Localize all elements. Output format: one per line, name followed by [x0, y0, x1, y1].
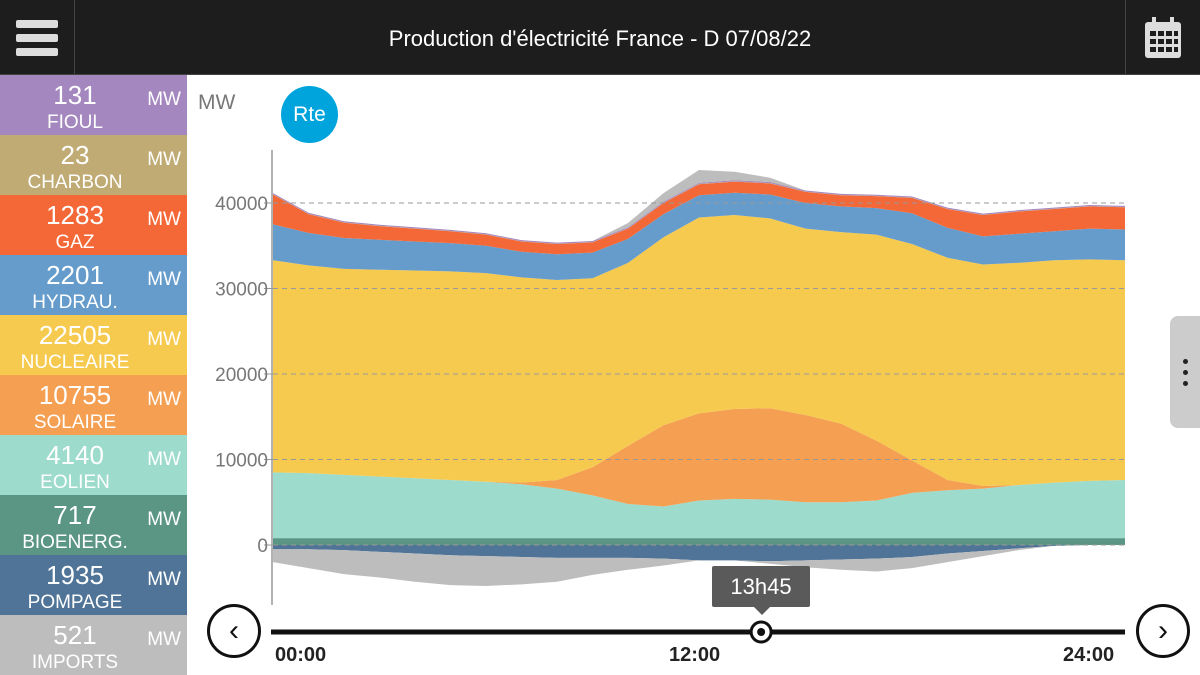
more-dots-icon	[1182, 358, 1188, 364]
source-label: SOLAIRE	[33, 412, 117, 433]
next-day-button[interactable]: ›	[1136, 604, 1190, 658]
source-unit: MW	[147, 209, 181, 230]
source-label: POMPAGE	[27, 592, 123, 613]
source-value: 1283	[46, 200, 104, 230]
source-tile-hydrau[interactable]: 2201 MW HYDRAU.	[0, 255, 187, 315]
source-unit: MW	[147, 629, 181, 650]
source-label: IMPORTS	[31, 652, 119, 673]
calendar-button[interactable]	[1125, 0, 1200, 75]
chevron-left-icon: ‹	[229, 614, 239, 647]
source-value: 22505	[38, 320, 112, 350]
source-unit: MW	[147, 269, 181, 290]
timeline-handle-dot	[757, 628, 766, 636]
x-tick-label: 24:00	[1063, 644, 1115, 666]
cursor-time-tooltip: 13h45	[712, 566, 810, 615]
source-unit: MW	[147, 329, 181, 350]
source-tile-fioul[interactable]: 131 MW FIOUL	[0, 75, 187, 135]
source-unit: MW	[147, 449, 181, 470]
source-unit: MW	[147, 569, 181, 590]
top-bar: Production d'électricité France - D 07/0…	[0, 0, 1200, 75]
y-tick-label: 20000	[215, 365, 268, 386]
page-title: Production d'électricité France - D 07/0…	[388, 26, 812, 51]
source-label: CHARBON	[27, 172, 123, 193]
area-negative-pompage	[273, 545, 1125, 562]
source-tile-bioenerg[interactable]: 717 MW BIOENERG.	[0, 495, 187, 555]
area-gaz	[273, 181, 1125, 255]
source-label: NUCLEAIRE	[20, 352, 130, 373]
chevron-right-icon: ›	[1158, 614, 1168, 647]
source-value: 23	[60, 140, 90, 170]
x-tick-label: 12:00	[669, 644, 721, 666]
y-tick-label: 30000	[215, 280, 268, 301]
y-tick-label: 0	[257, 536, 268, 557]
energy-sources-list: 131 MW FIOUL 23 MW CHARBON 1283 MW GAZ 2201 MW HYDR…	[0, 75, 187, 675]
source-tile-imports[interactable]: 521 MW IMPORTS	[0, 615, 187, 675]
menu-button[interactable]	[0, 0, 75, 75]
source-tile-eolien[interactable]: 4140 MW EOLIEN	[0, 435, 187, 495]
rte-logo: Rte	[281, 86, 338, 143]
source-label: GAZ	[55, 232, 95, 253]
source-value: 1935	[46, 560, 104, 590]
x-tick-label: 00:00	[275, 644, 327, 666]
source-value: 131	[53, 80, 97, 110]
side-drawer-handle[interactable]	[1170, 316, 1200, 428]
source-unit: MW	[147, 509, 181, 530]
y-tick-label: 40000	[215, 194, 268, 215]
y-tick-label: 10000	[215, 451, 268, 472]
source-label: BIOENERG.	[22, 532, 128, 553]
area-bioenerg	[273, 538, 1125, 545]
source-tile-solaire[interactable]: 10755 MW SOLAIRE	[0, 375, 187, 435]
calendar-icon	[1145, 16, 1181, 58]
source-label: HYDRAU.	[32, 292, 118, 313]
previous-day-button[interactable]: ‹	[207, 604, 261, 658]
source-value: 4140	[46, 440, 104, 470]
source-label: EOLIEN	[40, 472, 110, 493]
source-unit: MW	[147, 389, 181, 410]
area-negative-imports	[273, 545, 1125, 587]
source-label: FIOUL	[47, 112, 103, 133]
area-nucleaire	[273, 214, 1125, 487]
source-value: 521	[53, 620, 97, 650]
area-eolien	[273, 472, 1125, 539]
hamburger-icon	[16, 19, 58, 28]
source-value: 717	[53, 500, 97, 530]
source-unit: MW	[147, 89, 181, 110]
source-tile-gaz[interactable]: 1283 MW GAZ	[0, 195, 187, 255]
source-value: 2201	[46, 260, 104, 290]
source-unit: MW	[147, 149, 181, 170]
source-tile-pompage[interactable]: 1935 MW POMPAGE	[0, 555, 187, 615]
source-tile-nucleaire[interactable]: 22505 MW NUCLEAIRE	[0, 315, 187, 375]
area-solaire	[273, 408, 1125, 507]
source-tile-charbon[interactable]: 23 MW CHARBON	[0, 135, 187, 195]
source-value: 10755	[38, 380, 112, 410]
y-axis-unit: MW	[198, 91, 236, 114]
area-hydrau	[273, 192, 1125, 280]
